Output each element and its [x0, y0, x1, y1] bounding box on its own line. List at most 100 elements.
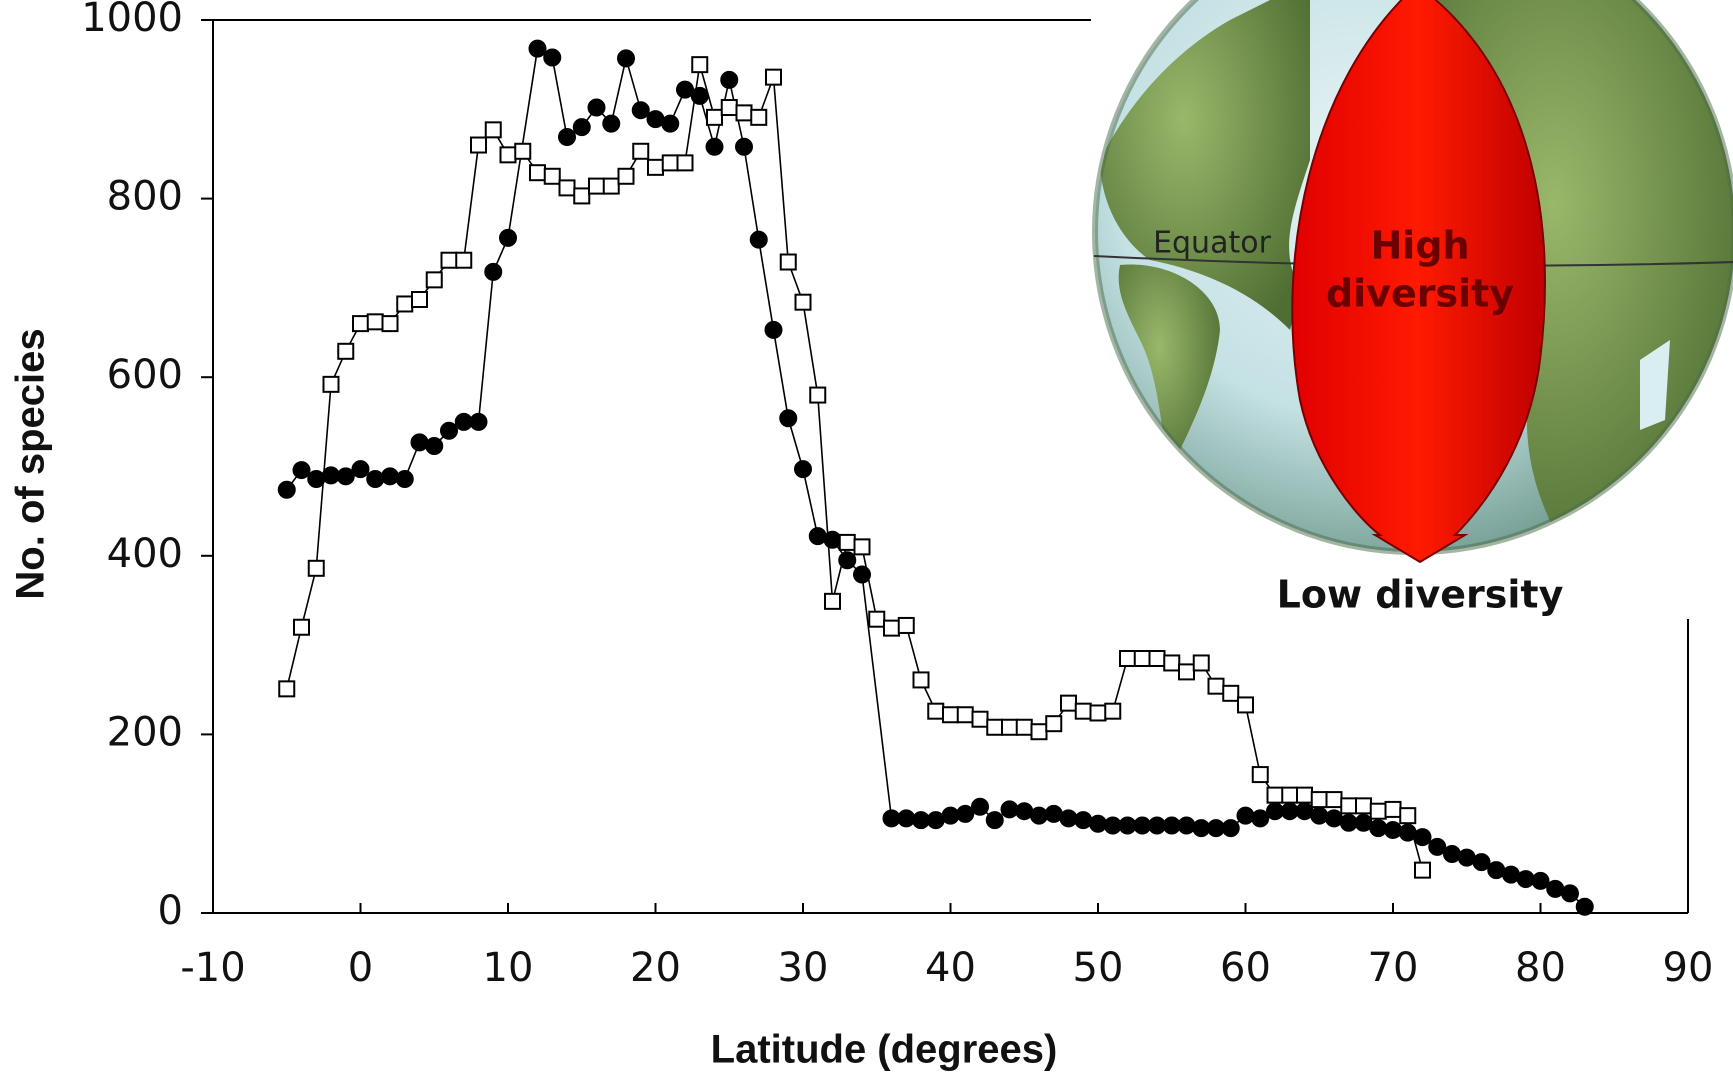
- square-marker: [1266, 786, 1284, 804]
- square-marker: [1015, 718, 1033, 736]
- circle-marker: [1177, 816, 1196, 835]
- circle-marker: [1266, 802, 1284, 821]
- circle-marker: [749, 230, 768, 249]
- circle-marker: [971, 797, 989, 816]
- square-marker: [1222, 684, 1240, 702]
- square-marker: [514, 142, 532, 160]
- y-axis-title: No. of species: [9, 328, 53, 599]
- circle-marker: [853, 565, 871, 584]
- square-marker: [411, 291, 428, 309]
- circle-marker: [484, 262, 503, 281]
- square-marker: [1045, 715, 1063, 733]
- circle-marker: [676, 80, 694, 99]
- circle-marker: [381, 467, 399, 486]
- circle-marker: [499, 228, 517, 247]
- square-marker: [352, 315, 369, 333]
- square-marker: [720, 99, 738, 117]
- square-marker: [794, 293, 812, 311]
- circle-marker: [941, 806, 960, 825]
- circle-marker: [1472, 853, 1491, 872]
- circle-marker: [1133, 816, 1152, 835]
- square-marker: [1369, 802, 1387, 820]
- square-marker: [809, 386, 827, 404]
- square-marker: [1384, 800, 1402, 818]
- y-tick-label: 0: [158, 888, 183, 934]
- square-marker: [1119, 649, 1136, 667]
- circle-marker: [587, 98, 606, 117]
- circle-marker: [425, 436, 444, 455]
- square-marker: [883, 619, 900, 637]
- circle-marker: [1089, 814, 1107, 833]
- square-marker: [986, 718, 1004, 736]
- series: [278, 56, 1431, 879]
- square-marker: [396, 295, 414, 313]
- square-marker: [735, 104, 753, 122]
- circle-marker: [1207, 819, 1225, 838]
- square-marker: [1178, 663, 1195, 681]
- square-marker: [1310, 791, 1328, 809]
- square-marker: [912, 671, 930, 689]
- circle-marker: [1103, 816, 1122, 835]
- square-marker: [293, 618, 310, 636]
- square-marker: [1133, 649, 1151, 667]
- circle-marker: [985, 811, 1004, 830]
- circle-marker: [1162, 816, 1181, 835]
- circle-marker: [1118, 816, 1137, 835]
- circle-marker: [322, 466, 340, 485]
- circle-marker: [926, 811, 945, 830]
- circle-marker: [1457, 848, 1476, 867]
- square-marker: [588, 177, 605, 195]
- square-marker: [1207, 677, 1225, 695]
- circle-marker: [307, 470, 326, 489]
- square-marker: [971, 710, 989, 728]
- y-tick-label: 1000: [81, 0, 183, 41]
- circle-marker: [1192, 819, 1211, 838]
- circle-marker: [779, 409, 798, 428]
- circle-marker: [617, 49, 635, 68]
- square-marker: [661, 154, 679, 172]
- circle-marker: [1236, 806, 1255, 825]
- square-marker: [824, 592, 841, 610]
- circle-marker: [1074, 811, 1093, 830]
- square-marker: [440, 251, 458, 269]
- square-marker: [1163, 654, 1181, 672]
- circle-marker: [1561, 884, 1579, 903]
- circle-marker: [1148, 816, 1166, 835]
- circle-marker: [440, 421, 458, 440]
- circle-marker: [1354, 813, 1373, 832]
- square-marker: [366, 313, 384, 331]
- circle-marker: [1413, 828, 1432, 847]
- square-marker: [1104, 702, 1122, 720]
- circle-marker: [1295, 802, 1314, 821]
- circle-marker: [454, 412, 473, 431]
- x-tick-label: 40: [925, 945, 976, 991]
- y-tick-label: 400: [107, 531, 183, 577]
- square-marker: [897, 616, 915, 634]
- square-marker: [1251, 766, 1269, 784]
- circle-marker: [366, 470, 385, 489]
- circle-marker: [602, 114, 621, 133]
- circle-marker: [1575, 897, 1594, 916]
- circle-marker: [631, 101, 650, 120]
- circle-marker: [1221, 819, 1240, 838]
- square-marker: [307, 559, 325, 577]
- square-marker: [1192, 654, 1210, 672]
- circle-marker: [1339, 813, 1358, 832]
- globe-inset: Equator High diversity Low diversity: [1092, 0, 1733, 617]
- square-marker: [425, 271, 443, 289]
- square-marker: [956, 706, 974, 724]
- y-tick-label: 200: [107, 709, 183, 755]
- square-marker: [1399, 807, 1417, 825]
- square-marker: [337, 342, 355, 360]
- circle-marker: [897, 809, 916, 828]
- square-marker: [1148, 649, 1166, 667]
- square-marker: [750, 108, 768, 126]
- x-tick-label: 10: [483, 945, 534, 991]
- square-marker: [706, 108, 723, 126]
- circle-marker: [1015, 802, 1034, 821]
- square-marker: [1060, 694, 1077, 712]
- square-marker: [691, 56, 709, 74]
- circle-marker: [1251, 809, 1270, 828]
